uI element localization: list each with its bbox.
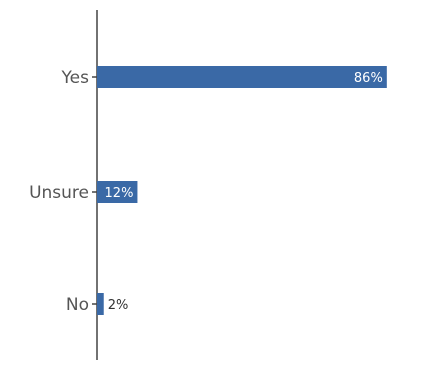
y-tick-label-unsure: Unsure <box>29 183 89 203</box>
y-tick-label-no: No <box>66 295 89 315</box>
data-label-yes: 86% <box>354 71 383 86</box>
data-label-unsure: 12% <box>105 186 134 201</box>
data-label-no: 2% <box>108 298 129 313</box>
bar-no <box>97 293 104 315</box>
y-tick-label-yes: Yes <box>61 68 90 88</box>
bar-unsure <box>97 181 138 203</box>
bar-yes <box>97 66 387 88</box>
